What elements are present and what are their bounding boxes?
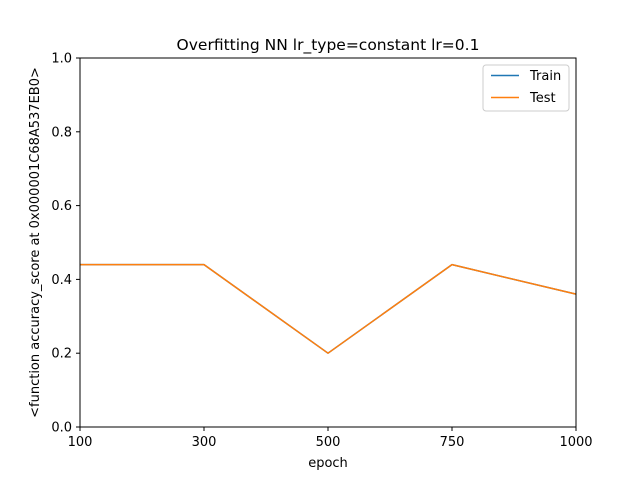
legend: Train Test [482, 64, 570, 112]
y-tick-label: 0.6 [51, 199, 72, 214]
y-tick-label: 0.2 [51, 347, 72, 362]
series-line-test [80, 263, 577, 354]
y-tick-label: 1.0 [51, 52, 72, 67]
legend-label-train: Train [529, 69, 561, 84]
chart-title: Overfitting NN lr_type=constant lr=0.1 [177, 36, 480, 55]
legend-label-test: Test [529, 91, 556, 106]
y-axis-title: <function accuracy_score at 0x000001C68A… [28, 67, 43, 418]
x-tick-label: 100 [68, 435, 93, 450]
x-tick-label: 1000 [559, 435, 592, 450]
plot-area [80, 58, 576, 427]
legend-box [482, 64, 570, 112]
series-layer [80, 263, 577, 354]
y-tick-label: 0.4 [51, 273, 72, 288]
x-tick-label: 750 [440, 435, 465, 450]
x-axis-title: epoch [308, 456, 348, 471]
x-tick-label: 300 [192, 435, 217, 450]
y-tick-label: 0.8 [51, 125, 72, 140]
x-axis: 100 300 500 750 1000 [68, 427, 593, 450]
y-axis: 0.0 0.2 0.4 0.6 0.8 1.0 [51, 52, 80, 436]
x-tick-label: 500 [316, 435, 341, 450]
y-tick-label: 0.0 [51, 421, 72, 436]
